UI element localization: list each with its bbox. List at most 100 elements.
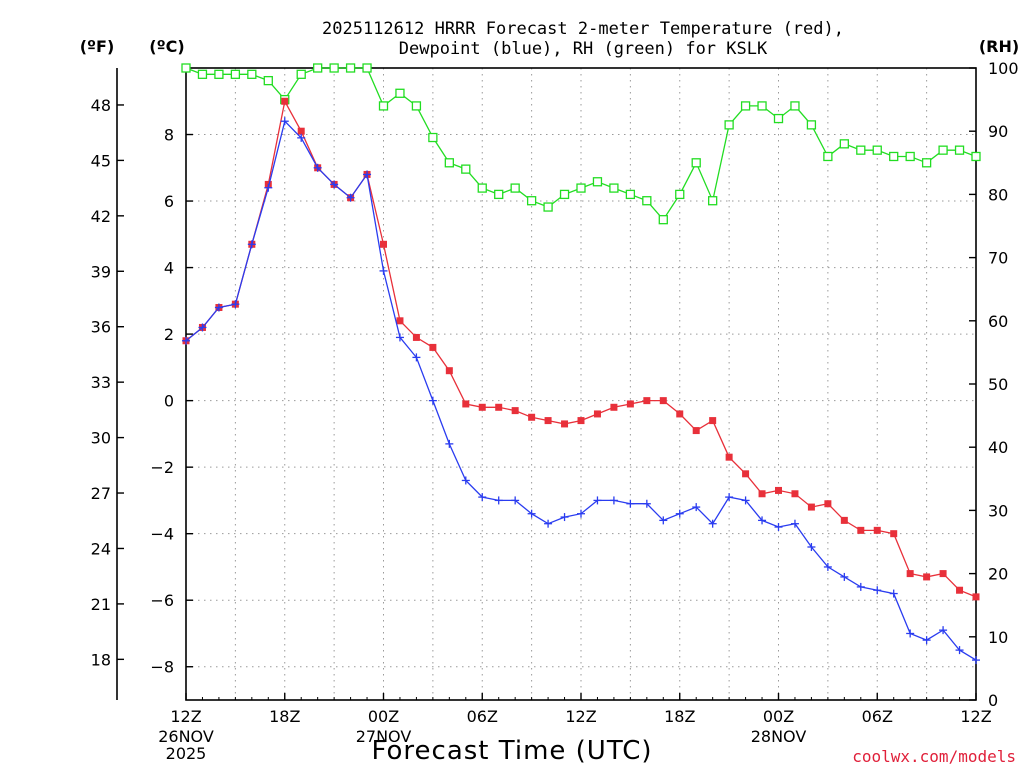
temperature-point xyxy=(692,427,700,435)
temperature-point xyxy=(791,490,799,498)
rh-point xyxy=(708,196,718,206)
dewpoint-point xyxy=(642,499,651,508)
rh-point xyxy=(740,101,751,111)
x-tick-sublabel: 26NOV xyxy=(158,727,214,746)
dewpoint-point xyxy=(461,476,470,485)
rh-point xyxy=(214,69,224,79)
temperature-point xyxy=(561,420,569,428)
rh-point xyxy=(757,101,767,111)
rh-point xyxy=(329,63,339,73)
temperature-point xyxy=(478,403,486,411)
dewpoint-point xyxy=(395,333,404,342)
dewpoint-point xyxy=(725,493,734,502)
dewpoint-series xyxy=(182,117,980,665)
axes: 86420−2−4−6−8484542393633302724211810090… xyxy=(91,59,1019,763)
celsius-tick-label: −6 xyxy=(150,591,174,610)
rh-tick-label: 100 xyxy=(988,59,1019,78)
temperature-point xyxy=(281,97,289,105)
x-tick-label: 18Z xyxy=(269,707,300,726)
dewpoint-point xyxy=(972,656,980,665)
rh-point xyxy=(559,189,570,200)
rh-point xyxy=(592,177,603,187)
temperature-point xyxy=(396,317,404,325)
x-tick-label: 00Z xyxy=(368,707,399,726)
x-tick-label: 18Z xyxy=(664,707,695,726)
rh-point xyxy=(675,189,685,200)
rh-tick-label: 80 xyxy=(988,185,1008,204)
dewpoint-point xyxy=(231,300,240,309)
rh-axis-label: (RH) xyxy=(979,37,1019,56)
dewpoint-point xyxy=(379,266,388,275)
dewpoint-point xyxy=(807,542,816,551)
dewpoint-point xyxy=(346,193,355,202)
dewpoint-point xyxy=(922,636,931,645)
dewpoint-point xyxy=(560,513,569,522)
plot-frame xyxy=(185,67,977,701)
x-tick-sublabel: 2025 xyxy=(166,744,207,763)
temperature-point xyxy=(939,570,947,578)
chart-title-line-1: 2025112612 HRRR Forecast 2-meter Tempera… xyxy=(322,19,844,39)
dewpoint-point xyxy=(182,336,190,345)
temperature-point xyxy=(610,403,618,411)
dewpoint-point xyxy=(297,133,306,142)
temperature-point xyxy=(840,516,848,524)
x-tick-label: 06Z xyxy=(862,707,893,726)
x-tick-sublabel: 28NOV xyxy=(751,727,807,746)
temperature-point xyxy=(445,367,453,375)
rh-point xyxy=(823,151,833,162)
rh-point xyxy=(691,158,701,168)
temperature-point xyxy=(528,413,536,421)
rh-point xyxy=(296,69,306,79)
fahrenheit-axis-label: (ºF) xyxy=(80,37,115,56)
dewpoint-point xyxy=(478,493,487,502)
rh-point xyxy=(395,88,405,98)
rh-tick-label: 0 xyxy=(988,691,998,710)
rh-point xyxy=(345,63,356,73)
rh-point xyxy=(954,145,965,155)
x-axis-title: Forecast Time (UTC) xyxy=(371,736,652,766)
fahrenheit-tick-label: 48 xyxy=(91,96,111,115)
dewpoint-point xyxy=(593,496,602,505)
dewpoint-point xyxy=(626,499,635,508)
dewpoint-point xyxy=(412,353,421,362)
x-tick-sublabel: 27NOV xyxy=(356,727,412,746)
rh-tick-label: 30 xyxy=(988,501,1008,520)
fahrenheit-tick-label: 18 xyxy=(91,650,111,669)
temperature-point xyxy=(593,410,601,418)
rh-point xyxy=(889,151,899,162)
dewpoint-point xyxy=(708,519,717,528)
dewpoint-point xyxy=(840,572,849,581)
credit-link[interactable]: coolwx.com/models xyxy=(852,747,1016,766)
dewpoint-point xyxy=(823,562,832,571)
rh-point xyxy=(428,132,438,143)
temperature-point xyxy=(890,530,898,538)
dewpoint-point xyxy=(445,439,454,448)
dewpoint-point xyxy=(264,183,273,192)
celsius-axis-label: (ºC) xyxy=(149,37,184,56)
rh-point xyxy=(576,183,586,193)
dewpoint-point xyxy=(758,516,767,525)
dewpoint-point xyxy=(330,180,339,189)
rh-point xyxy=(313,63,323,73)
dewpoint-point xyxy=(198,323,207,332)
rh-point xyxy=(642,196,652,206)
dewpoint-point xyxy=(873,586,882,595)
dewpoint-point xyxy=(577,509,585,518)
dewpoint-point xyxy=(363,170,372,179)
rh-point xyxy=(790,101,800,111)
fahrenheit-tick-label: 24 xyxy=(91,539,111,558)
rh-point xyxy=(856,145,866,155)
fahrenheit-tick-label: 27 xyxy=(91,484,111,503)
dewpoint-point xyxy=(214,303,223,312)
rh-point xyxy=(724,120,734,130)
dewpoint-point xyxy=(609,496,618,505)
x-tick-label: 12Z xyxy=(170,707,201,726)
chart-title-line-2: Dewpoint (blue), RH (green) for KSLK xyxy=(399,39,768,59)
celsius-tick-label: −8 xyxy=(150,658,174,677)
celsius-tick-label: −4 xyxy=(150,525,174,544)
temperature-point xyxy=(824,500,832,508)
rh-point xyxy=(938,145,948,155)
dewpoint-point xyxy=(889,589,898,598)
